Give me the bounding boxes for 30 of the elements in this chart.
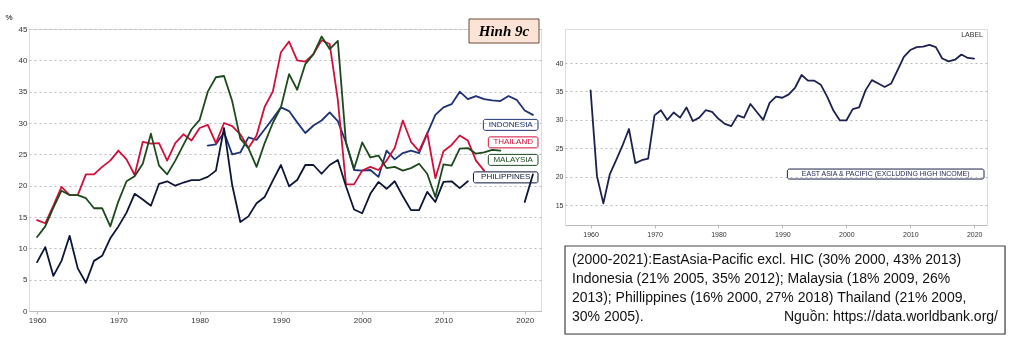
y-tick-label: 0: [23, 306, 29, 316]
text: (2000-2021):EastAsia-Pacific excl. HIC (30% 2000, 43% 2013): [572, 251, 962, 267]
x-tick-label: 2010: [435, 315, 454, 325]
line-series: [206, 90, 534, 178]
text: THAILAND: [493, 137, 534, 147]
y-tick-label: 15: [18, 212, 29, 222]
y-tick-label: 30: [18, 118, 29, 128]
x-tick-label: 2000: [353, 315, 373, 325]
text: Indonesia (21% 2005, 35% 2012); Malaysia (18% 2009, 26%: [572, 269, 951, 286]
y-tick-label: 20: [18, 181, 29, 191]
y-tick-label: 25: [18, 149, 29, 159]
text: 30% 2005).: [572, 307, 644, 324]
x-tick-label: 1970: [110, 315, 129, 325]
text: Nguồn: https://data.worldbank.org/: [783, 307, 999, 324]
series-label: PHILIPPINES: [481, 172, 531, 182]
y-tick-label: 5: [23, 275, 29, 285]
x-tick-label: 1990: [272, 315, 291, 325]
x-tick-label: 2020: [516, 315, 535, 325]
y-tick-label: 35: [18, 87, 29, 97]
text: 2013); Phillippines (16% 2000, 27% 2018) Thailand (21% 2009,: [572, 288, 967, 305]
chart-title: Hình 9c: [477, 23, 530, 39]
y-tick-label: 45: [18, 24, 29, 34]
series-label: INDONESIA: [488, 119, 534, 129]
y-tick-label: 10: [18, 243, 29, 253]
y-axis-title: %: [5, 12, 13, 22]
series-label: MALAYSIA: [493, 154, 534, 164]
x-tick-label: 1980: [191, 315, 210, 325]
x-tick-label: 1960: [28, 315, 48, 325]
y-tick-label: 40: [18, 55, 29, 65]
line-series: [589, 44, 976, 205]
